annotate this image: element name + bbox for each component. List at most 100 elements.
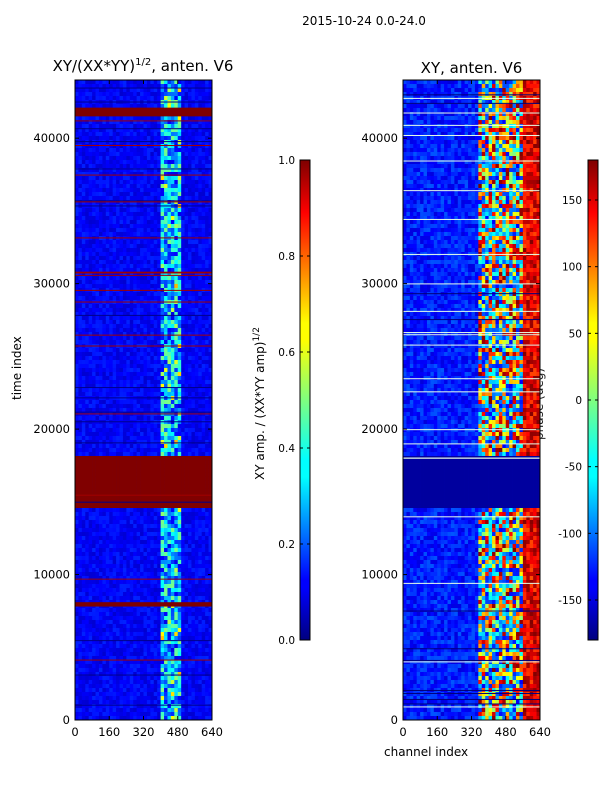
heatmap-cell: [95, 372, 100, 377]
heatmap-cell: [81, 552, 86, 557]
heatmap-cell: [112, 152, 117, 157]
heatmap-cell: [194, 552, 199, 557]
heatmap-cell: [75, 576, 79, 581]
heatmap-cell: [201, 564, 206, 569]
heatmap-cell: [119, 256, 124, 261]
heatmap-cell: [160, 464, 165, 469]
heatmap-cell: [191, 220, 196, 225]
heatmap-cell: [75, 548, 79, 553]
heatmap-cell: [174, 120, 179, 125]
heatmap-cell: [126, 88, 131, 93]
heatmap-cell: [184, 240, 189, 245]
heatmap-cell: [78, 528, 83, 533]
heatmap-cell: [157, 268, 161, 273]
heatmap-cell: [157, 240, 161, 245]
heatmap-cell: [160, 476, 165, 481]
heatmap-cell: [191, 360, 196, 365]
heatmap-cell: [105, 328, 110, 333]
heatmap-cell: [78, 276, 83, 281]
heatmap-cell: [201, 212, 206, 217]
heatmap-cell: [129, 96, 134, 101]
heatmap-cell: [102, 504, 107, 509]
heatmap-cell: [205, 156, 209, 161]
heatmap-cell: [188, 148, 192, 153]
heatmap-cell: [201, 488, 206, 493]
heatmap-cell: [164, 244, 168, 249]
heatmap-cell: [164, 556, 168, 561]
heatmap-cell: [208, 96, 213, 101]
heatmap-cell: [208, 448, 213, 453]
heatmap-cell: [105, 292, 110, 297]
heatmap-cell: [122, 292, 127, 297]
heatmap-cell: [174, 80, 179, 85]
heatmap-cell: [191, 116, 196, 121]
heatmap-cell: [136, 128, 141, 133]
heatmap-cell: [188, 464, 192, 469]
heatmap-cell: [133, 320, 137, 325]
heatmap-cell: [133, 224, 137, 229]
heatmap-cell: [116, 512, 120, 517]
heatmap-cell: [194, 160, 199, 165]
heatmap-cell: [143, 492, 148, 497]
heatmap-cell: [126, 92, 131, 97]
heatmap-cell: [191, 336, 196, 341]
heatmap-cell: [122, 520, 127, 525]
heatmap-cell: [194, 116, 199, 121]
heatmap-cell: [177, 508, 182, 513]
heatmap-cell: [205, 168, 209, 173]
heatmap-cell: [208, 212, 213, 217]
heatmap-cell: [102, 276, 107, 281]
heatmap-cell: [198, 540, 203, 545]
heatmap-cell: [102, 416, 107, 421]
heatmap-cell: [112, 296, 117, 301]
heatmap-cell: [191, 524, 196, 529]
heatmap-cell: [194, 124, 199, 129]
heatmap-cell: [184, 308, 189, 313]
heatmap-cell: [109, 308, 113, 313]
heatmap-cell: [136, 468, 141, 473]
heatmap-cell: [136, 276, 141, 281]
heatmap-cell: [170, 532, 175, 537]
heatmap-cell: [177, 564, 182, 569]
heatmap-cell: [146, 180, 151, 185]
heatmap-cell: [146, 296, 151, 301]
heatmap-cell: [119, 444, 124, 449]
heatmap-cell: [102, 460, 107, 465]
heatmap-cell: [133, 528, 137, 533]
heatmap-cell: [167, 352, 172, 357]
heatmap-cell: [157, 376, 161, 381]
heatmap-cell: [205, 160, 209, 165]
heatmap-cell: [184, 544, 189, 549]
heatmap-cell: [181, 88, 185, 93]
heatmap-cell: [88, 540, 93, 545]
heatmap-cell: [119, 168, 124, 173]
heatmap-cell: [133, 140, 137, 145]
heatmap-cell: [92, 440, 96, 445]
heatmap-cell: [105, 468, 110, 473]
heatmap-cell: [126, 152, 131, 157]
heatmap-cell: [116, 160, 120, 165]
heatmap-cell: [112, 436, 117, 441]
heatmap-cell: [157, 576, 161, 581]
heatmap-cell: [112, 364, 117, 369]
heatmap-cell: [98, 512, 103, 517]
heatmap-cell: [150, 572, 155, 577]
heatmap-cell: [98, 276, 103, 281]
heatmap-cell: [95, 448, 100, 453]
heatmap-cell: [102, 532, 107, 537]
heatmap-cell: [143, 304, 148, 309]
heatmap-cell: [191, 276, 196, 281]
heatmap-cell: [191, 540, 196, 545]
heatmap-cell: [194, 376, 199, 381]
heatmap-cell: [153, 336, 158, 341]
heatmap-cell: [109, 84, 113, 89]
heatmap-cell: [191, 132, 196, 137]
heatmap-cell: [95, 484, 100, 489]
heatmap-cell: [177, 540, 182, 545]
heatmap-cell: [75, 424, 79, 429]
heatmap-cell: [112, 416, 117, 421]
heatmap-cell: [95, 520, 100, 525]
heatmap-cell: [85, 376, 89, 381]
heatmap-cell: [88, 572, 93, 577]
heatmap-cell: [194, 292, 199, 297]
